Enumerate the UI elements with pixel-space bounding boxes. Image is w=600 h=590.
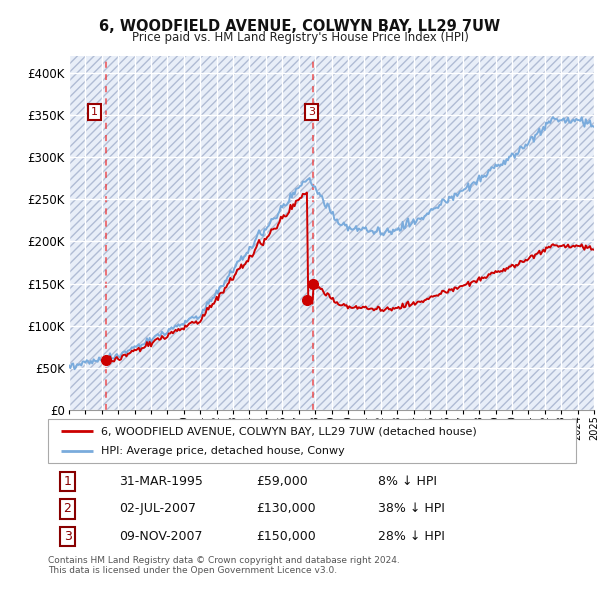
Text: 28% ↓ HPI: 28% ↓ HPI — [378, 530, 445, 543]
Text: HPI: Average price, detached house, Conwy: HPI: Average price, detached house, Conw… — [101, 446, 344, 455]
Text: 1: 1 — [91, 107, 98, 117]
Text: £150,000: £150,000 — [257, 530, 316, 543]
Text: £59,000: £59,000 — [257, 475, 308, 488]
Text: 31-MAR-1995: 31-MAR-1995 — [119, 475, 203, 488]
Text: Price paid vs. HM Land Registry's House Price Index (HPI): Price paid vs. HM Land Registry's House … — [131, 31, 469, 44]
Text: 6, WOODFIELD AVENUE, COLWYN BAY, LL29 7UW (detached house): 6, WOODFIELD AVENUE, COLWYN BAY, LL29 7U… — [101, 427, 476, 436]
Text: This data is licensed under the Open Government Licence v3.0.: This data is licensed under the Open Gov… — [48, 566, 337, 575]
FancyBboxPatch shape — [48, 419, 576, 463]
Text: 6, WOODFIELD AVENUE, COLWYN BAY, LL29 7UW: 6, WOODFIELD AVENUE, COLWYN BAY, LL29 7U… — [100, 19, 500, 34]
Text: Contains HM Land Registry data © Crown copyright and database right 2024.: Contains HM Land Registry data © Crown c… — [48, 556, 400, 565]
Text: 38% ↓ HPI: 38% ↓ HPI — [378, 502, 445, 516]
Text: 02-JUL-2007: 02-JUL-2007 — [119, 502, 196, 516]
Text: 3: 3 — [64, 530, 71, 543]
Text: £130,000: £130,000 — [257, 502, 316, 516]
Text: 8% ↓ HPI: 8% ↓ HPI — [378, 475, 437, 488]
Text: 2: 2 — [64, 502, 71, 516]
Text: 09-NOV-2007: 09-NOV-2007 — [119, 530, 203, 543]
Text: 1: 1 — [64, 475, 71, 488]
Text: 3: 3 — [308, 107, 315, 117]
